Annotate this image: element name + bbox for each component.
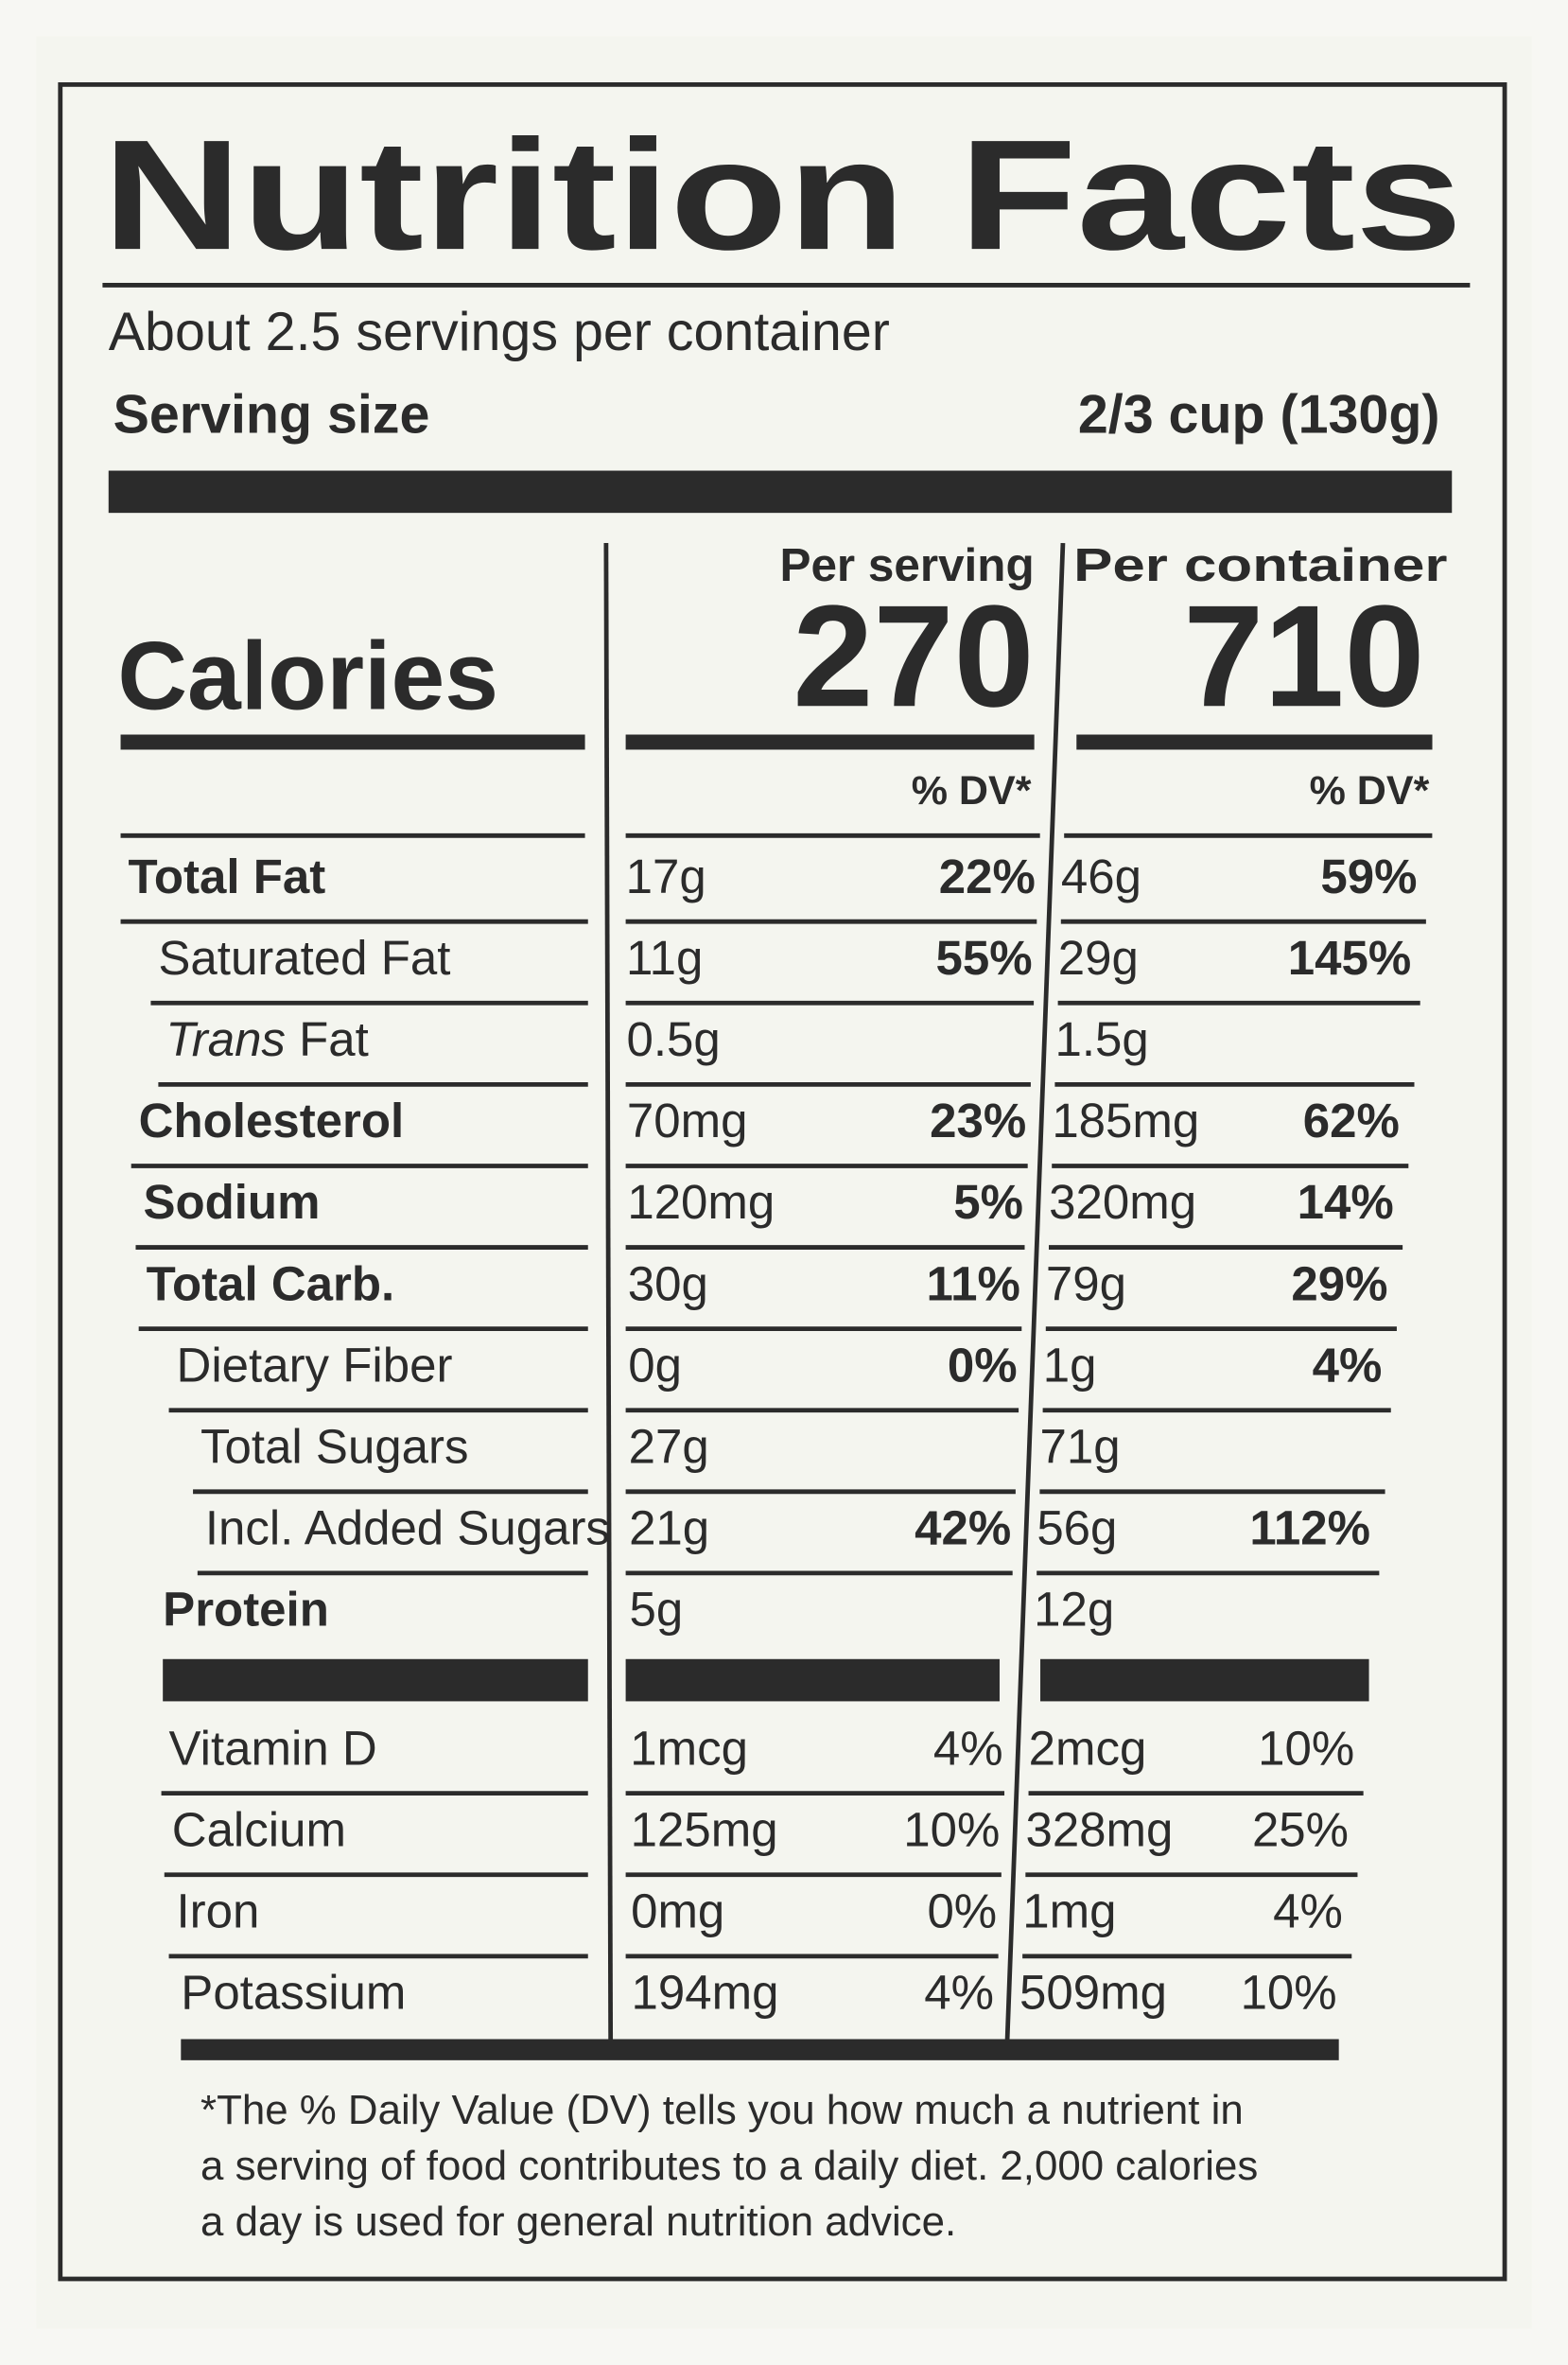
calories-value: 270	[793, 575, 1034, 737]
nutrient-name: Trans Fat	[166, 1012, 368, 1066]
calories-label: Calories	[117, 622, 498, 729]
nutrient-name: Protein	[163, 1583, 329, 1637]
daily-value: 145%	[1288, 931, 1411, 985]
daily-value: 62%	[1303, 1094, 1400, 1147]
nutrient-name: Total Carb.	[147, 1256, 395, 1310]
nutrient-name: Saturated Fat	[158, 931, 450, 985]
footnote: a day is used for general nutrition advi…	[200, 2199, 956, 2245]
amount: 1mg	[1022, 1884, 1116, 1938]
amount: 194mg	[632, 1966, 779, 2020]
nutrient-name: Total Sugars	[200, 1420, 469, 1474]
serving-size-label: Serving size	[113, 385, 430, 446]
amount: 2mcg	[1029, 1721, 1147, 1775]
bar	[625, 1658, 1000, 1702]
bar	[625, 734, 1035, 750]
amount: 1g	[1043, 1338, 1097, 1392]
amount: 30g	[628, 1256, 708, 1310]
bar	[120, 734, 585, 750]
amount: 11g	[626, 931, 703, 985]
daily-value: 0%	[948, 1338, 1018, 1392]
title: Nutrition Facts	[102, 108, 1462, 283]
daily-value: 5%	[953, 1175, 1023, 1229]
daily-value: 14%	[1298, 1175, 1394, 1229]
thick-bar	[108, 470, 1453, 514]
dv-header: % DV*	[1310, 768, 1430, 814]
daily-value: 55%	[936, 931, 1033, 985]
amount: 21g	[629, 1501, 709, 1555]
daily-value: 29%	[1291, 1256, 1387, 1310]
amount: 328mg	[1025, 1802, 1173, 1856]
nutrient-name: Dietary Fiber	[177, 1338, 453, 1392]
daily-value: 4%	[924, 1966, 994, 2020]
amount: 125mg	[631, 1802, 778, 1856]
column-divider	[1004, 542, 1066, 2044]
label-border	[58, 82, 1507, 2282]
column-divider	[603, 543, 614, 2044]
amount: 1.5g	[1055, 1012, 1149, 1066]
amount: 12g	[1034, 1583, 1114, 1637]
amount: 185mg	[1052, 1094, 1199, 1147]
amount: 0g	[628, 1338, 682, 1392]
daily-value: 0%	[927, 1884, 997, 1938]
amount: 17g	[626, 850, 706, 903]
amount: 29g	[1058, 931, 1139, 985]
serving-size: 2/3 cup (130g)	[1078, 385, 1440, 446]
amount: 27g	[629, 1420, 709, 1474]
bar	[1076, 734, 1433, 750]
daily-value: 59%	[1320, 850, 1417, 903]
amount: 46g	[1061, 850, 1141, 903]
nutrient-name: Potassium	[181, 1966, 406, 2020]
amount: 1mcg	[630, 1721, 748, 1775]
bar	[1040, 1658, 1369, 1702]
daily-value: 42%	[915, 1501, 1011, 1555]
footnote: a serving of food contributes to a daily…	[200, 2143, 1258, 2189]
column-header: Per serving	[780, 539, 1035, 591]
daily-value: 10%	[1258, 1721, 1354, 1775]
thick-bar	[181, 2039, 1339, 2060]
nutrient-name: Vitamin D	[169, 1721, 377, 1775]
nutrient-name-italic: Trans	[166, 1012, 286, 1066]
daily-value: 10%	[1241, 1966, 1337, 2020]
daily-value: 4%	[1313, 1338, 1383, 1392]
nutrient-name: Incl. Added Sugars	[205, 1501, 610, 1555]
nutrient-name: Total Fat	[129, 850, 326, 903]
daily-value: 22%	[939, 850, 1036, 903]
amount: 5g	[629, 1583, 683, 1637]
servings: About 2.5 servings per container	[109, 302, 890, 362]
amount: 70mg	[627, 1094, 748, 1147]
daily-value: 4%	[1273, 1884, 1343, 1938]
daily-value: 25%	[1252, 1802, 1349, 1856]
nutrient-name: Iron	[177, 1884, 260, 1938]
label-background	[36, 36, 1532, 2329]
calories-value: 710	[1183, 575, 1424, 737]
amount: 0mg	[631, 1884, 724, 1938]
amount: 56g	[1037, 1501, 1117, 1555]
amount: 320mg	[1049, 1175, 1196, 1229]
amount: 71g	[1040, 1420, 1121, 1474]
nutrient-name: Calcium	[172, 1802, 346, 1856]
daily-value: 112%	[1249, 1501, 1370, 1555]
daily-value: 23%	[930, 1094, 1026, 1147]
bar	[163, 1658, 588, 1702]
amount: 509mg	[1019, 1966, 1167, 2020]
nutrient-name: Cholesterol	[139, 1094, 405, 1147]
nutrient-name: Sodium	[143, 1175, 320, 1229]
dv-header: % DV*	[912, 768, 1032, 814]
amount: 120mg	[627, 1175, 775, 1229]
daily-value: 10%	[903, 1802, 1000, 1856]
column-header: Per container	[1073, 539, 1447, 591]
nutrient-name-part: Fat	[299, 1012, 369, 1066]
daily-value: 4%	[933, 1721, 1003, 1775]
amount: 79g	[1046, 1256, 1126, 1310]
amount: 0.5g	[626, 1012, 720, 1066]
footnote: *The % Daily Value (DV) tells you how mu…	[200, 2087, 1244, 2133]
daily-value: 11%	[927, 1256, 1020, 1310]
